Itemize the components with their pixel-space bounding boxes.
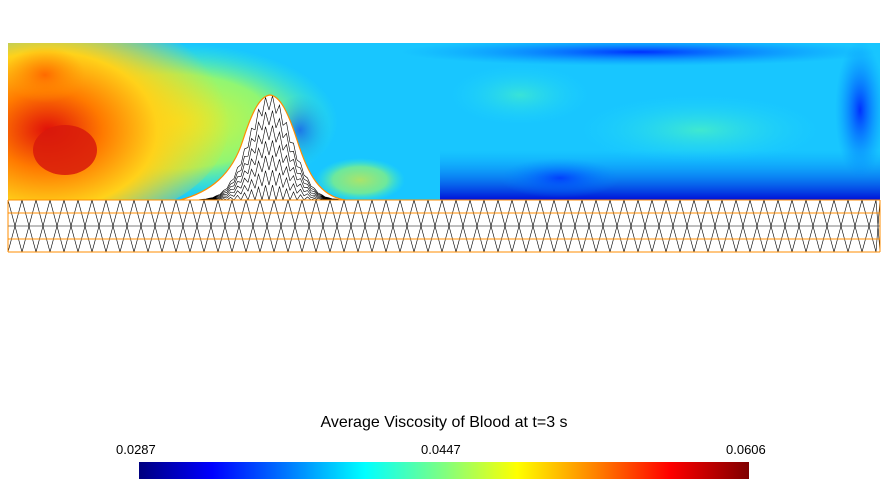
colorbar: [139, 462, 749, 479]
colorbar-title: Average Viscosity of Blood at t=3 s: [320, 414, 568, 431]
mesh-boundary: [179, 94, 346, 201]
colorbar-max-label: 0.0606: [726, 442, 766, 457]
mesh-frame: [7, 199, 881, 253]
colorbar-mid-label: 0.0447: [421, 442, 461, 457]
mesh-wall: [7, 95, 881, 253]
colorbar-min-label: 0.0287: [116, 442, 156, 457]
viscosity-field: [8, 43, 880, 200]
